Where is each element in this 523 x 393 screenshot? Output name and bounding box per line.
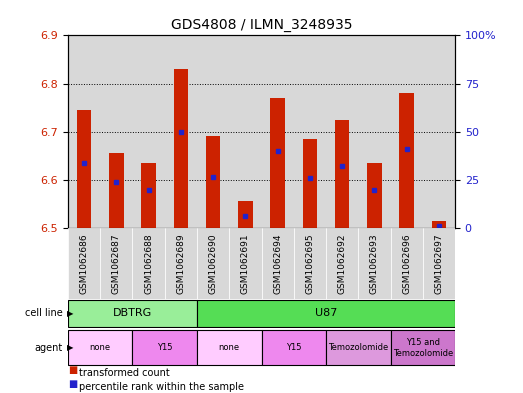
Text: ■: ■ [68, 365, 77, 375]
Text: ▶: ▶ [67, 309, 74, 318]
Bar [326, 35, 358, 228]
Text: GSM1062686: GSM1062686 [79, 233, 88, 294]
FancyBboxPatch shape [262, 330, 326, 365]
Bar [68, 35, 100, 228]
Text: Y15 and
Temozolomide: Y15 and Temozolomide [393, 338, 453, 358]
Bar [206, 136, 220, 228]
Text: GSM1062692: GSM1062692 [338, 233, 347, 294]
FancyBboxPatch shape [294, 228, 326, 299]
Text: agent: agent [35, 343, 63, 353]
Bar [431, 221, 446, 228]
Bar [174, 69, 188, 228]
Text: GSM1062697: GSM1062697 [435, 233, 444, 294]
Text: Y15: Y15 [286, 343, 301, 352]
Bar [229, 35, 262, 228]
Text: GSM1062696: GSM1062696 [402, 233, 411, 294]
Text: GSM1062693: GSM1062693 [370, 233, 379, 294]
FancyBboxPatch shape [68, 228, 100, 299]
Text: Y15: Y15 [157, 343, 173, 352]
Text: transformed count: transformed count [79, 368, 170, 378]
FancyBboxPatch shape [229, 228, 262, 299]
Text: GSM1062689: GSM1062689 [176, 233, 185, 294]
FancyBboxPatch shape [197, 228, 229, 299]
Title: GDS4808 / ILMN_3248935: GDS4808 / ILMN_3248935 [170, 18, 353, 31]
Bar [132, 35, 165, 228]
FancyBboxPatch shape [197, 330, 262, 365]
FancyBboxPatch shape [165, 228, 197, 299]
FancyBboxPatch shape [326, 228, 358, 299]
FancyBboxPatch shape [262, 228, 294, 299]
FancyBboxPatch shape [197, 300, 455, 327]
Text: cell line: cell line [25, 309, 63, 318]
Text: DBTRG: DBTRG [113, 309, 152, 318]
Bar [391, 35, 423, 228]
Text: percentile rank within the sample: percentile rank within the sample [79, 382, 244, 392]
FancyBboxPatch shape [100, 228, 132, 299]
Text: ▶: ▶ [67, 343, 74, 352]
FancyBboxPatch shape [68, 330, 132, 365]
Text: GSM1062687: GSM1062687 [112, 233, 121, 294]
FancyBboxPatch shape [358, 228, 391, 299]
FancyBboxPatch shape [68, 300, 197, 327]
Bar [294, 35, 326, 228]
Text: U87: U87 [315, 309, 337, 318]
Text: none: none [89, 343, 111, 352]
Bar [335, 119, 349, 228]
Text: GSM1062690: GSM1062690 [209, 233, 218, 294]
Bar [400, 93, 414, 228]
Bar [197, 35, 229, 228]
Bar [100, 35, 132, 228]
Bar [141, 163, 156, 228]
Bar [238, 202, 253, 228]
FancyBboxPatch shape [423, 228, 455, 299]
FancyBboxPatch shape [326, 330, 391, 365]
FancyBboxPatch shape [132, 330, 197, 365]
Bar [109, 153, 123, 228]
Text: none: none [219, 343, 240, 352]
Bar [423, 35, 455, 228]
Text: GSM1062691: GSM1062691 [241, 233, 250, 294]
Bar [77, 110, 92, 228]
Bar [303, 139, 317, 228]
Text: GSM1062688: GSM1062688 [144, 233, 153, 294]
FancyBboxPatch shape [132, 228, 165, 299]
Bar [358, 35, 391, 228]
Bar [367, 163, 382, 228]
Text: GSM1062694: GSM1062694 [273, 233, 282, 294]
Bar [165, 35, 197, 228]
FancyBboxPatch shape [391, 330, 455, 365]
Text: Temozolomide: Temozolomide [328, 343, 389, 352]
Bar [270, 98, 285, 228]
Text: GSM1062695: GSM1062695 [305, 233, 314, 294]
Bar [262, 35, 294, 228]
Text: ■: ■ [68, 379, 77, 389]
FancyBboxPatch shape [391, 228, 423, 299]
